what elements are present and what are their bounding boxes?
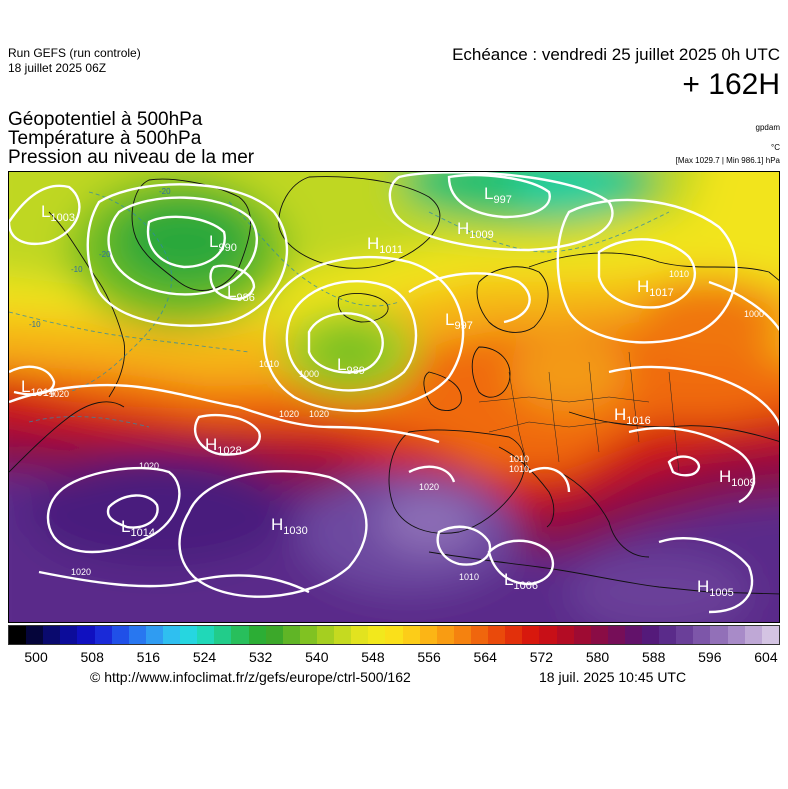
- colorbar-tick-label: 556: [417, 649, 441, 665]
- colorbar-swatch: [162, 626, 181, 644]
- colorbar-ticks: 500 508 516 524 532 540 548 556 564 572 580 588 596 6…: [8, 649, 780, 667]
- colorbar-tick-label: 604: [754, 649, 778, 665]
- colorbar-swatch: [642, 626, 660, 644]
- colorbar-swatch: [214, 626, 232, 644]
- borders: [478, 351, 680, 473]
- isobar-label: 1020: [49, 389, 69, 399]
- colorbar-tick-label: 516: [136, 649, 161, 665]
- colorbar-swatch: [624, 626, 643, 644]
- colorbar-swatch: [693, 626, 711, 644]
- colorbar-swatch: [470, 626, 489, 644]
- colorbar-swatch: [299, 626, 317, 644]
- colorbar-swatch: [26, 626, 44, 644]
- colorbar-swatch: [282, 626, 300, 644]
- colorbar-tick-label: 532: [248, 649, 273, 665]
- isobar-label: 1010: [459, 572, 479, 582]
- colorbar-swatch: [265, 626, 283, 644]
- field-geopotential: Géopotentiel à 500hPa: [8, 109, 203, 130]
- forecast-map[interactable]: L1003 L990 L986 H1011 H1009 L997 L997 L989 H1017…: [8, 171, 780, 623]
- colorbar-swatch: [128, 626, 146, 644]
- isobar-label: 1010: [509, 464, 529, 474]
- colorbar-swatch: [77, 626, 95, 644]
- isotherm-label: -20: [159, 187, 171, 196]
- colorbar-swatch: [607, 626, 625, 644]
- colorbar-tick-label: 564: [473, 649, 497, 665]
- colorbar-swatch: [573, 626, 591, 644]
- colorbar-swatch: [402, 626, 420, 644]
- colorbar-swatch: [488, 626, 506, 644]
- isobar-label: 1010: [259, 359, 279, 369]
- colorbar-swatch: [522, 626, 540, 644]
- colorbar-swatch: [710, 626, 728, 644]
- colorbar-tick-label: 508: [80, 649, 104, 665]
- colorbar-swatch: [659, 626, 677, 644]
- isotherms: [9, 191, 670, 428]
- source-credit[interactable]: © http://www.infoclimat.fr/z/gefs/europe…: [90, 669, 411, 685]
- isobar-label: 1020: [139, 461, 159, 471]
- isobar-label: 1020: [419, 482, 439, 492]
- colorbar-swatch: [351, 626, 369, 644]
- isobar-label: 1020: [279, 409, 299, 419]
- colorbar-swatch: [590, 626, 608, 644]
- isobar-label: 1010: [669, 269, 689, 279]
- colorbar-tick-label: 588: [641, 649, 666, 665]
- colorbar-swatch: [197, 626, 215, 644]
- colorbar-swatch: [727, 626, 745, 644]
- colorbar-swatch: [368, 626, 386, 644]
- colorbar-swatch: [248, 626, 266, 644]
- colorbar-swatch: [334, 626, 352, 644]
- colorbar: [8, 625, 780, 645]
- colorbar-swatch: [145, 626, 163, 644]
- colorbar-swatch: [180, 626, 198, 644]
- lead-time: + 162H: [682, 68, 780, 101]
- map-canvas: L1003L990L986H1011H1009L997L997L989H1017…: [9, 172, 779, 622]
- colorbar-swatch: [43, 626, 61, 644]
- colorbar-tick-label: 596: [698, 649, 722, 665]
- generation-timestamp: 18 juil. 2025 10:45 UTC: [539, 669, 687, 685]
- colorbar-tick-label: 500: [24, 649, 48, 665]
- colorbar-swatch: [676, 626, 694, 644]
- run-title: Run GEFS (run controle): [8, 46, 141, 60]
- colorbar-swatch: [419, 626, 437, 644]
- colorbar-swatch: [9, 626, 27, 644]
- unit-temperature: °C: [771, 143, 780, 152]
- colorbar-swatch: [94, 626, 112, 644]
- colorbar-tick-label: 548: [361, 649, 385, 665]
- forecast-valid-time: Echéance : vendredi 25 juillet 2025 0h U…: [452, 45, 780, 64]
- isobar-label: 1010: [509, 454, 529, 464]
- coastlines: [9, 176, 779, 595]
- colorbar-swatch: [761, 626, 779, 644]
- colorbar-swatch: [385, 626, 403, 644]
- unit-pressure-range: [Max 1029.7 | Min 986.1] hPa: [675, 156, 780, 165]
- colorbar-swatch: [539, 626, 557, 644]
- isobar-label: 1020: [309, 409, 329, 419]
- colorbar-swatch: [505, 626, 523, 644]
- colorbar-swatch: [453, 626, 471, 644]
- isobar-labels: 1020102010101000102010201020101010101010…: [49, 269, 764, 582]
- unit-geopotential: gpdam: [755, 123, 780, 132]
- isobar-label: 1000: [299, 369, 319, 379]
- colorbar-swatch: [60, 626, 78, 644]
- isotherm-labels: -20 -20 -10 -10: [29, 187, 171, 329]
- colorbar-swatch: [744, 626, 762, 644]
- isobar-label: 1020: [71, 567, 91, 577]
- isobar-label: 1000: [744, 309, 764, 319]
- run-date: 18 juillet 2025 06Z: [8, 61, 107, 75]
- isobars: [9, 172, 779, 614]
- isotherm-label: -20: [99, 250, 111, 259]
- geopotential-shading: [9, 172, 779, 622]
- colorbar-swatch: [231, 626, 249, 644]
- colorbar-tick-label: 580: [585, 649, 610, 665]
- colorbar-tick-label: 572: [529, 649, 554, 665]
- isotherm-label: -10: [29, 320, 41, 329]
- colorbar-swatch: [111, 626, 129, 644]
- colorbar-swatch: [556, 626, 574, 644]
- field-pressure: Pression au niveau de la mer: [8, 147, 255, 168]
- colorbar-swatch: [436, 626, 454, 644]
- field-temperature: Température à 500hPa: [8, 128, 202, 149]
- colorbar-tick-label: 524: [192, 649, 217, 665]
- colorbar-tick-label: 540: [305, 649, 329, 665]
- colorbar-swatch: [316, 626, 335, 644]
- isotherm-label: -10: [71, 265, 83, 274]
